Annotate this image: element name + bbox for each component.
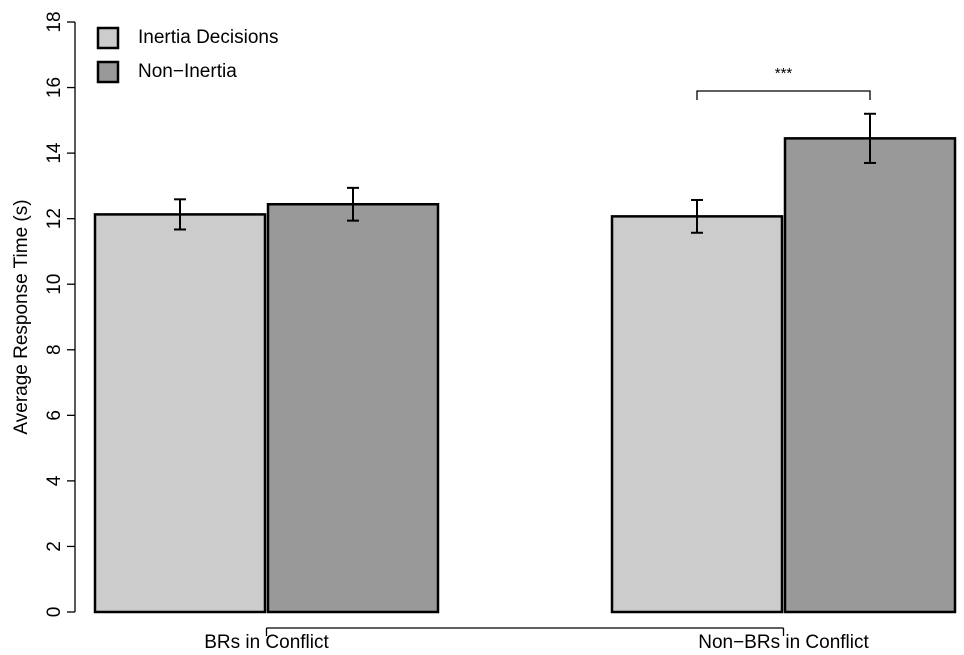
y-tick-label: 16 [44, 77, 65, 98]
significance-bracket [696, 90, 871, 100]
x-tick-label: BRs in Conflict [204, 632, 329, 653]
error-bar [174, 198, 186, 231]
significance-label: *** [775, 65, 793, 82]
error-bar [864, 112, 876, 164]
bar [93, 213, 267, 614]
y-tick-label: 2 [44, 541, 65, 552]
y-tick-label: 8 [44, 344, 65, 355]
bar [783, 137, 957, 614]
error-bar [691, 198, 703, 234]
y-tick-label: 4 [44, 475, 65, 486]
legend-label: Inertia Decisions [138, 27, 278, 48]
bar [266, 202, 440, 614]
y-tick-label: 6 [44, 410, 65, 421]
y-tick-label: 0 [44, 607, 65, 618]
error-bar [347, 186, 359, 222]
y-axis-label: Average Response Time (s) [11, 199, 32, 434]
bar [610, 215, 784, 614]
legend-label: Non−Inertia [138, 61, 237, 82]
y-tick-label: 18 [44, 11, 65, 32]
legend-swatch [96, 26, 120, 50]
y-tick-label: 12 [44, 208, 65, 229]
x-tick-label: Non−BRs in Conflict [698, 632, 869, 653]
legend-swatch [96, 60, 120, 84]
y-tick-label: 10 [44, 274, 65, 295]
y-tick-label: 14 [44, 142, 65, 164]
